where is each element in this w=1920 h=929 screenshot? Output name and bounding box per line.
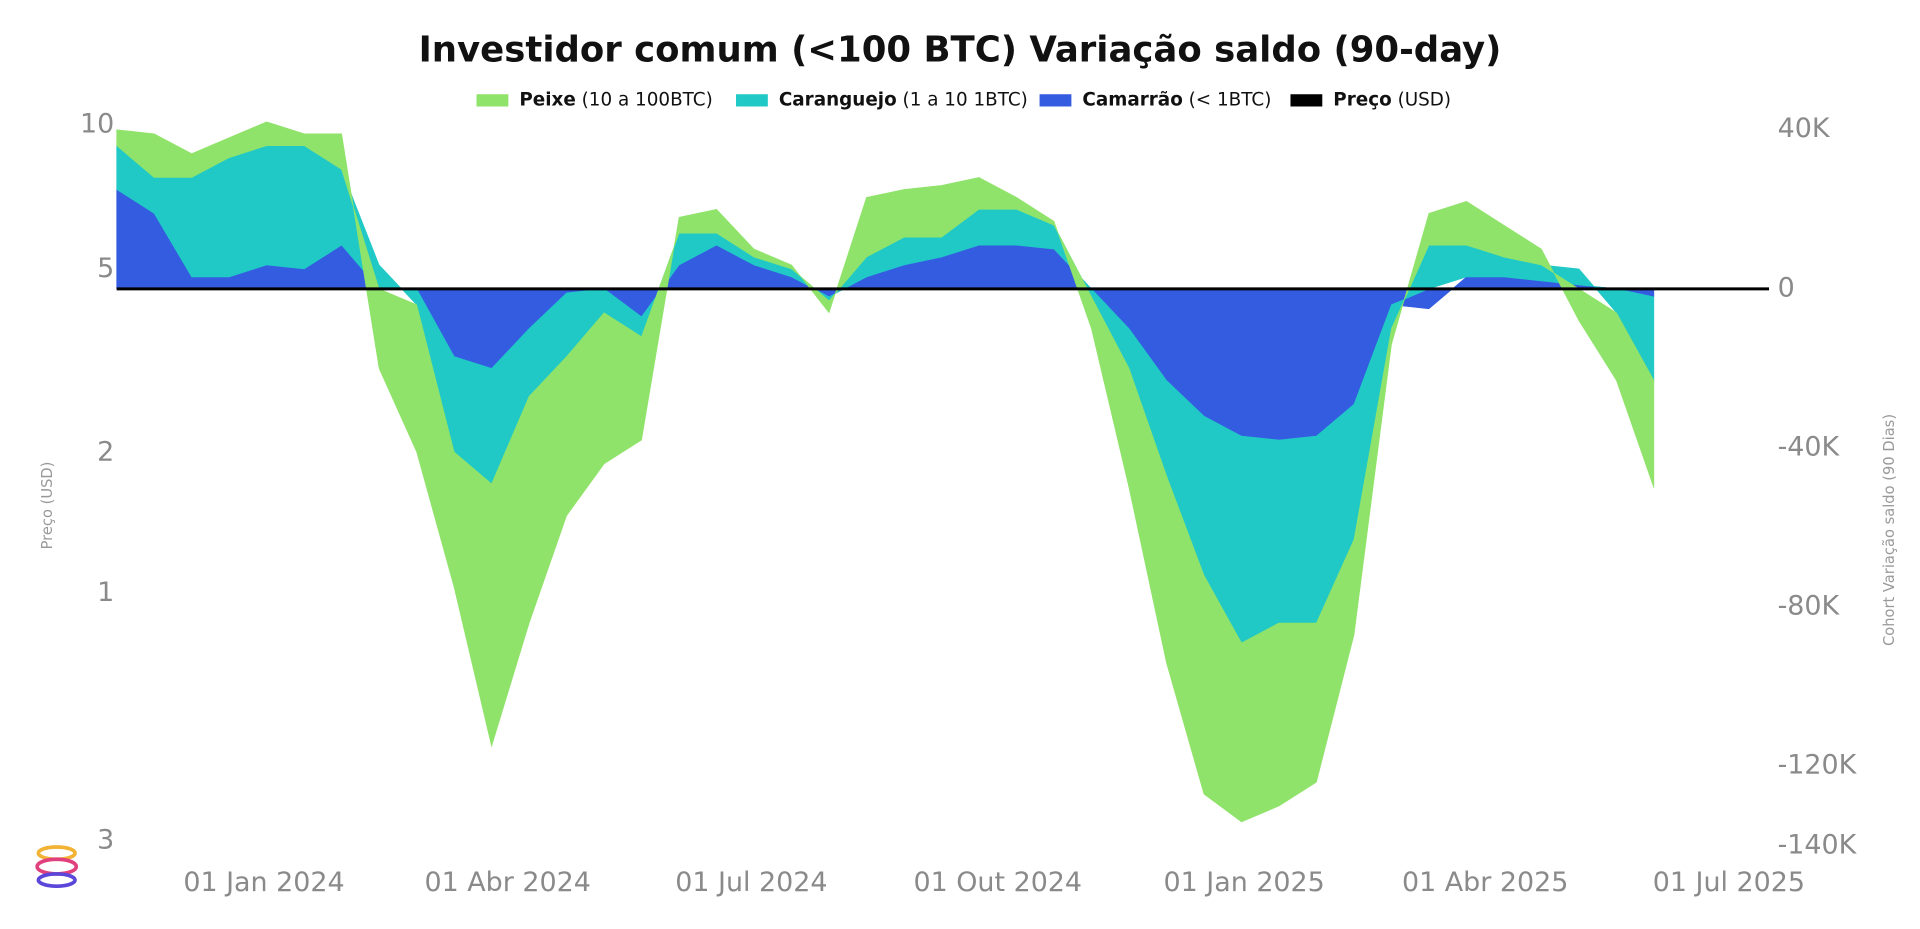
- area: [116, 121, 1655, 823]
- legend-swatch: [1290, 94, 1323, 107]
- y2-tick-label: 40K: [1778, 113, 1831, 144]
- legend-detail: (1 a 10 1BTC): [903, 89, 1028, 110]
- y-axis-label: Preço (USD): [39, 462, 56, 550]
- x-tick-label: 01 Jul 2025: [1653, 867, 1805, 898]
- y-tick-label: 3: [97, 824, 114, 855]
- legend-label: Preço (USD): [1333, 89, 1451, 110]
- x-tick-label: 01 Jul 2024: [675, 867, 827, 898]
- y-tick-label: 10: [80, 108, 114, 139]
- x-tick-label: 01 Abr 2024: [424, 867, 590, 898]
- legend-label: Caranguejo (1 a 10 1BTC): [779, 89, 1028, 110]
- legend-swatch: [476, 94, 509, 107]
- chart-title: Investidor comum (<100 BTC) Variação sal…: [419, 29, 1502, 70]
- x-tick-label: 01 Jan 2025: [1163, 867, 1324, 898]
- y2-tick-label: 0: [1778, 272, 1795, 303]
- x-tick-label: 01 Jan 2024: [183, 867, 344, 898]
- legend-detail: (USD): [1398, 89, 1452, 110]
- legend-item: Peixe (10 a 100BTC): [476, 89, 713, 110]
- y2-tick-label: -40K: [1778, 431, 1841, 462]
- y2-tick-label: -140K: [1778, 829, 1858, 860]
- y2-tick-label: -120K: [1778, 750, 1858, 781]
- legend-label: Camarrão (< 1BTC): [1082, 89, 1271, 110]
- y-tick-label: 1: [97, 577, 114, 608]
- legend-detail: (10 a 100BTC): [582, 89, 713, 110]
- x-tick-label: 01 Out 2024: [913, 867, 1082, 898]
- y2-axis-label: Cohort Variação saldo (90 Dias): [1881, 414, 1898, 646]
- y2-tick-label: -80K: [1778, 591, 1841, 622]
- legend-name: Peixe: [519, 89, 575, 110]
- legend-detail: (< 1BTC): [1189, 89, 1272, 110]
- logo: [35, 845, 79, 888]
- legend-label: Peixe (10 a 100BTC): [519, 89, 712, 110]
- x-tick-label: 01 Abr 2025: [1402, 867, 1568, 898]
- legend-item: Caranguejo (1 a 10 1BTC): [736, 89, 1028, 110]
- legend-item: Camarrão (< 1BTC): [1039, 89, 1271, 110]
- legend-name: Camarrão: [1082, 89, 1182, 110]
- legend-item: Preço (USD): [1290, 89, 1451, 110]
- legend-name: Caranguejo: [779, 89, 897, 110]
- y-tick-label: 5: [97, 253, 114, 284]
- y-tick-label: 2: [97, 436, 114, 467]
- legend-name: Preço: [1333, 89, 1391, 110]
- legend-swatch: [736, 94, 768, 107]
- legend-swatch: [1039, 94, 1072, 107]
